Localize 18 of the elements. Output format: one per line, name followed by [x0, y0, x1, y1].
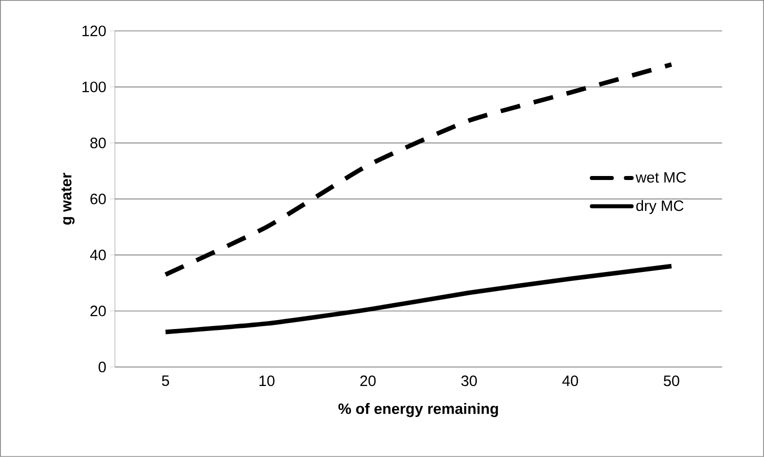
y-axis-title: g water	[62, 172, 75, 225]
legend-label: wet MC	[636, 172, 686, 183]
legend-label: dry MC	[636, 200, 684, 214]
x-tick-label: 20	[360, 376, 376, 386]
line-series	[163, 264, 674, 334]
x-axis-title: % of energy remaining	[338, 403, 498, 418]
x-tick-label: 40	[562, 376, 578, 386]
y-tick-label: 120	[82, 26, 106, 36]
y-tick-label: 60	[90, 194, 106, 204]
y-tick-label: 40	[90, 250, 106, 260]
y-tick-label: 20	[90, 306, 106, 316]
y-tick-label: 100	[82, 82, 106, 92]
x-tick-label: 5	[162, 376, 170, 386]
x-tick-label: 10	[260, 376, 274, 386]
y-tick-label: 80	[90, 138, 106, 148]
x-tick-label: 30	[461, 376, 477, 386]
y-tick-label: 0	[98, 362, 106, 372]
x-tick-label: 50	[664, 376, 680, 386]
